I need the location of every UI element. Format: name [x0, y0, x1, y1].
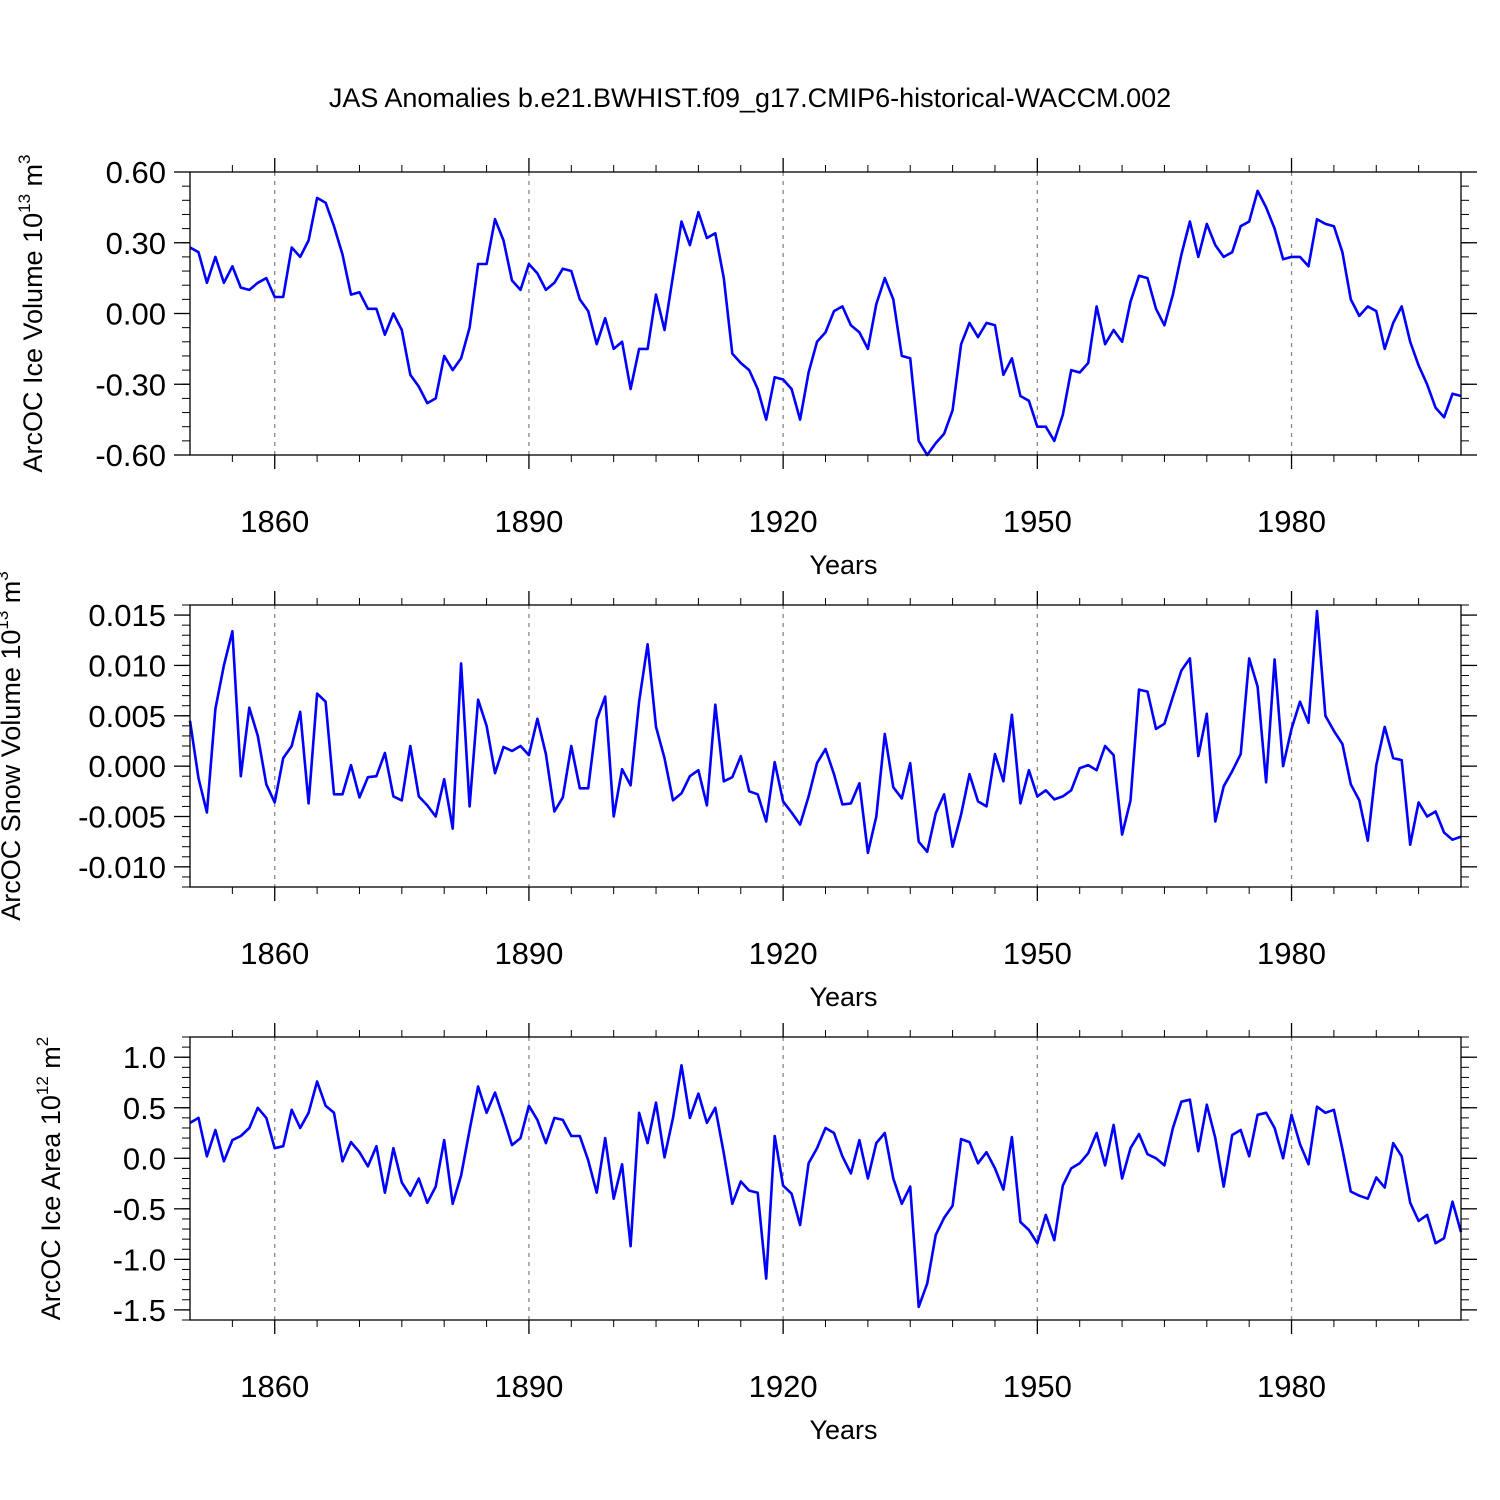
figure-title: JAS Anomalies b.e21.BWHIST.f09_g17.CMIP6… — [329, 83, 1171, 113]
x-tick-label-1890: 1890 — [494, 504, 563, 539]
x-tick-label-1980: 1980 — [1257, 1369, 1326, 1404]
y-axis-label-ylabel-unit-exp: 3 — [15, 154, 34, 163]
y-axis-label: ArcOC Snow Volume 1013 m3 — [0, 571, 26, 921]
y-tick-label-0.010: 0.010 — [88, 648, 166, 683]
plot-frame — [189, 604, 1462, 888]
y-tick-label-0.015: 0.015 — [88, 598, 166, 633]
x-tick-label-1950: 1950 — [1003, 936, 1072, 971]
y-axis-label-ylabel-unit: m — [18, 164, 48, 194]
x-axis-label: Years — [809, 550, 877, 580]
x-tick-label-1860: 1860 — [240, 504, 309, 539]
y-axis-label-ylabel-unit: m — [0, 581, 26, 611]
y-axis-label-ylabel-exp: 12 — [33, 1076, 52, 1095]
y-tick-label--0.30: -0.30 — [95, 367, 166, 402]
y-tick-label-0.005: 0.005 — [88, 699, 166, 734]
chart-panel-1: 0.60 0.30 0.00 -0.30 -0.60 1860 1890 1920 1950 19… — [15, 154, 1477, 580]
series-line-1 — [189, 189, 1462, 457]
series-line-2 — [188, 609, 1462, 855]
y-tick-label--0.010: -0.010 — [78, 850, 166, 885]
plot-frame — [189, 171, 1462, 456]
y-tick-label--1.5: -1.5 — [113, 1293, 166, 1328]
y-axis-label: ArcOC Ice Volume 1013 m3 — [15, 154, 48, 472]
x-tick-label-1980: 1980 — [1257, 936, 1326, 971]
x-tick-label-1860: 1860 — [240, 936, 309, 971]
y-axis-label-ylabel-main: ArcOC Ice Area 10 — [36, 1095, 66, 1320]
y-tick-label-0.0: 0.0 — [123, 1141, 166, 1176]
y-tick-label--0.60: -0.60 — [95, 438, 166, 473]
y-tick-label--1.0: -1.0 — [113, 1242, 166, 1277]
x-tick-label-1860: 1860 — [240, 1369, 309, 1404]
x-tick-label-1980: 1980 — [1257, 504, 1326, 539]
x-tick-label-1890: 1890 — [494, 1369, 563, 1404]
y-tick-label-1.0: 1.0 — [123, 1040, 166, 1075]
y-tick-label-0.5: 0.5 — [123, 1091, 166, 1126]
x-axis-label: Years — [809, 1415, 877, 1445]
y-tick-label-0.00: 0.00 — [106, 297, 166, 332]
y-tick-label--0.5: -0.5 — [113, 1192, 166, 1227]
plot-frame — [189, 1036, 1462, 1321]
y-axis-label-ylabel-main: ArcOC Snow Volume 10 — [0, 630, 26, 921]
y-tick-label--0.005: -0.005 — [78, 800, 166, 835]
x-tick-label-1920: 1920 — [749, 1369, 818, 1404]
panels: 0.60 0.30 0.00 -0.30 -0.60 1860 1890 1920 1950 19… — [0, 154, 1477, 1445]
y-axis-label-ylabel-unit-exp: 3 — [0, 571, 12, 580]
y-axis-label: ArcOC Ice Area 1012 m2 — [33, 1037, 66, 1321]
y-axis-label-ylabel-exp: 13 — [15, 194, 34, 213]
y-axis-label-ylabel-unit-exp: 2 — [33, 1037, 52, 1046]
y-axis-label-ylabel-unit: m — [36, 1046, 66, 1076]
y-axis-label-ylabel-main: ArcOC Ice Volume 10 — [18, 213, 48, 473]
x-tick-label-1920: 1920 — [749, 504, 818, 539]
series-line-3 — [189, 1064, 1463, 1309]
x-axis-label: Years — [809, 982, 877, 1012]
y-tick-label-0.30: 0.30 — [106, 226, 166, 261]
x-tick-label-1950: 1950 — [1003, 504, 1072, 539]
y-tick-label-0.000: 0.000 — [88, 749, 166, 784]
x-tick-label-1890: 1890 — [494, 936, 563, 971]
chart-panel-3: 1.0 0.5 0.0 -0.5 -1.0 -1.5 1860 1890 1920 1950 198… — [33, 1023, 1477, 1445]
x-tick-label-1920: 1920 — [749, 936, 818, 971]
x-tick-label-1950: 1950 — [1003, 1369, 1072, 1404]
chart-panel-2: 0.015 0.010 0.005 0.000 -0.005 -0.010 1860 1890… — [0, 571, 1477, 1012]
y-tick-label-0.60: 0.60 — [106, 155, 166, 190]
y-axis-label-ylabel-exp: 13 — [0, 611, 12, 630]
